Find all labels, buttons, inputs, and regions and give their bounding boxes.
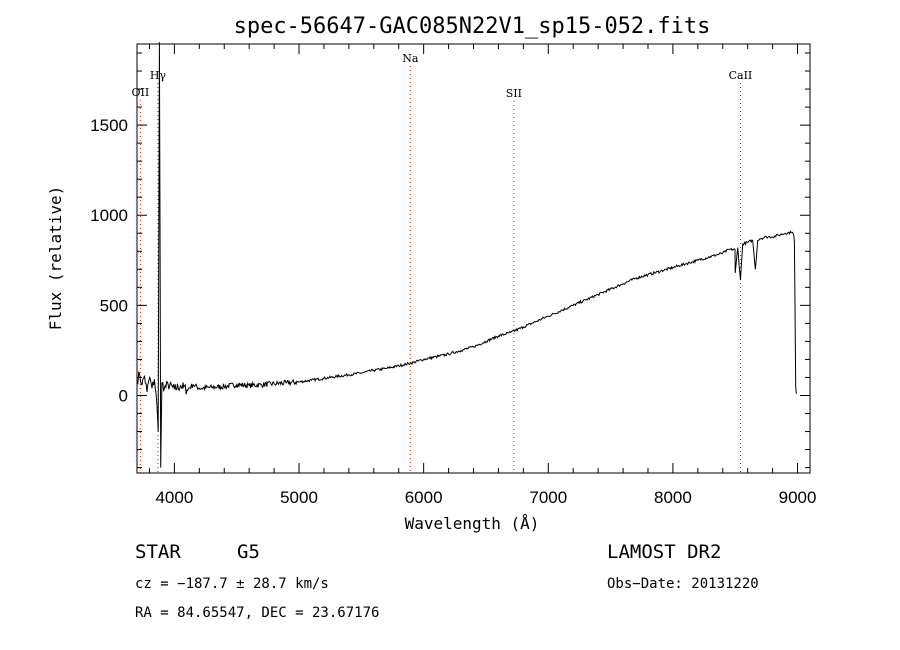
chart-title: spec-56647-GAC085N22V1_sp15-052.fits [234, 14, 711, 39]
y-tick-label: 0 [119, 386, 128, 405]
ra-dec: RA = 84.65547, DEC = 23.67176 [135, 605, 380, 621]
x-tick-label: 9000 [779, 488, 817, 507]
x-tick-label: 4000 [155, 488, 193, 507]
x-tick-label: 8000 [654, 488, 692, 507]
y-axis-label: Flux (relative) [46, 186, 65, 331]
spectrum-series-line [136, 42, 797, 468]
x-tick-label: 5000 [280, 488, 318, 507]
axis-ticks: 4000 5000 6000 7000 8000 9000 0 500 1000 1500 [90, 44, 816, 507]
x-axis-label: Wavelength (Å) [405, 514, 540, 533]
x-tick-label: 7000 [529, 488, 567, 507]
line-marker-label: Na [402, 52, 419, 65]
line-marker-label: Hγ [150, 69, 167, 82]
line-marker-label: CaII [729, 69, 753, 82]
line-marker-label: OII [132, 86, 150, 99]
observation-date: Obs−Date: 20131220 [607, 576, 759, 592]
object-subclass: G5 [237, 541, 260, 563]
y-tick-label: 1500 [90, 116, 128, 135]
line-marker-label: SII [506, 87, 522, 100]
y-tick-label: 500 [100, 296, 128, 315]
redshift-cz: cz = −187.7 ± 28.7 km/s [135, 576, 329, 592]
y-tick-label: 1000 [90, 206, 128, 225]
object-class: STAR [135, 541, 181, 563]
plot-frame [136, 43, 811, 474]
x-tick-label: 6000 [405, 488, 443, 507]
survey-name: LAMOST DR2 [607, 541, 722, 563]
